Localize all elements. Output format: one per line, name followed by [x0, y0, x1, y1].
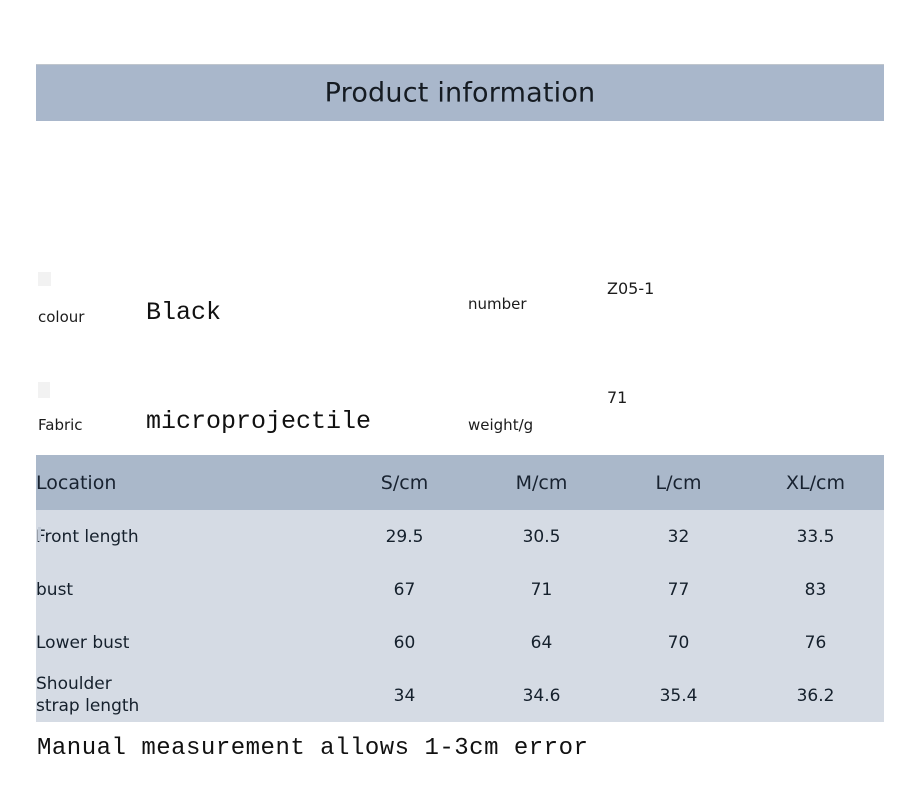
scan-artifact-4 — [38, 527, 41, 541]
column-header-m: M/cm — [515, 471, 568, 494]
cell-m: 34.6 — [522, 685, 561, 706]
cell-location: Front length — [36, 526, 139, 547]
size-table-head: Location S/cm M/cm L/cm XL/cm — [36, 455, 884, 510]
cell-s: 60 — [393, 632, 416, 653]
spec-value-number: Z05-1 — [607, 279, 655, 298]
cell-xl: 33.5 — [796, 526, 835, 547]
cell-m: 64 — [530, 632, 553, 653]
cell-l: 32 — [667, 526, 690, 547]
scan-artifact-1 — [38, 272, 51, 286]
size-table-header-row: Location S/cm M/cm L/cm XL/cm — [36, 455, 884, 510]
cell-location-text: Shoulder strap length — [36, 674, 140, 716]
spec-label-colour: colour — [38, 308, 85, 326]
page-title: Product information — [324, 77, 596, 109]
spec-value-fabric: microprojectile — [146, 407, 372, 436]
cell-s: 29.5 — [385, 526, 424, 547]
spec-label-weight: weight/g — [468, 416, 534, 434]
product-spec-block: colour Black number Z05-1 Fabric micropr… — [0, 120, 900, 540]
column-header-location: Location — [36, 471, 117, 494]
spec-value-colour: Black — [146, 298, 222, 327]
spec-value-weight: 71 — [607, 388, 628, 407]
spec-label-number: number — [468, 295, 527, 313]
measurement-disclaimer: Manual measurement allows 1-3cm error — [37, 735, 589, 762]
size-table-body: Front length 29.5 30.5 32 33.5 bust 67 7… — [36, 510, 884, 722]
table-row: Front length 29.5 30.5 32 33.5 — [36, 510, 884, 563]
column-header-l: L/cm — [655, 471, 702, 494]
cell-l: 77 — [667, 579, 690, 600]
size-measurement-table: Location S/cm M/cm L/cm XL/cm Front leng… — [36, 455, 884, 722]
cell-xl: 36.2 — [796, 685, 835, 706]
cell-s: 34 — [393, 685, 416, 706]
table-row: Lower bust 60 64 70 76 — [36, 616, 884, 669]
cell-m: 30.5 — [522, 526, 561, 547]
spec-label-fabric: Fabric — [38, 416, 83, 434]
table-row: Shoulder strap length 34 34.6 35.4 36.2 — [36, 669, 884, 722]
cell-s: 67 — [393, 579, 416, 600]
cell-l: 70 — [667, 632, 690, 653]
column-header-s: S/cm — [380, 471, 429, 494]
product-information-banner: Product information — [36, 64, 884, 121]
column-header-xl: XL/cm — [786, 471, 845, 494]
table-row: bust 67 71 77 83 — [36, 563, 884, 616]
cell-location: bust — [36, 579, 74, 600]
scan-artifact-2 — [38, 382, 50, 398]
cell-xl: 83 — [804, 579, 827, 600]
cell-location: Shoulder strap length — [36, 669, 336, 722]
cell-location: Lower bust — [36, 632, 130, 653]
cell-m: 71 — [530, 579, 553, 600]
cell-l: 35.4 — [659, 685, 698, 706]
cell-xl: 76 — [804, 632, 827, 653]
